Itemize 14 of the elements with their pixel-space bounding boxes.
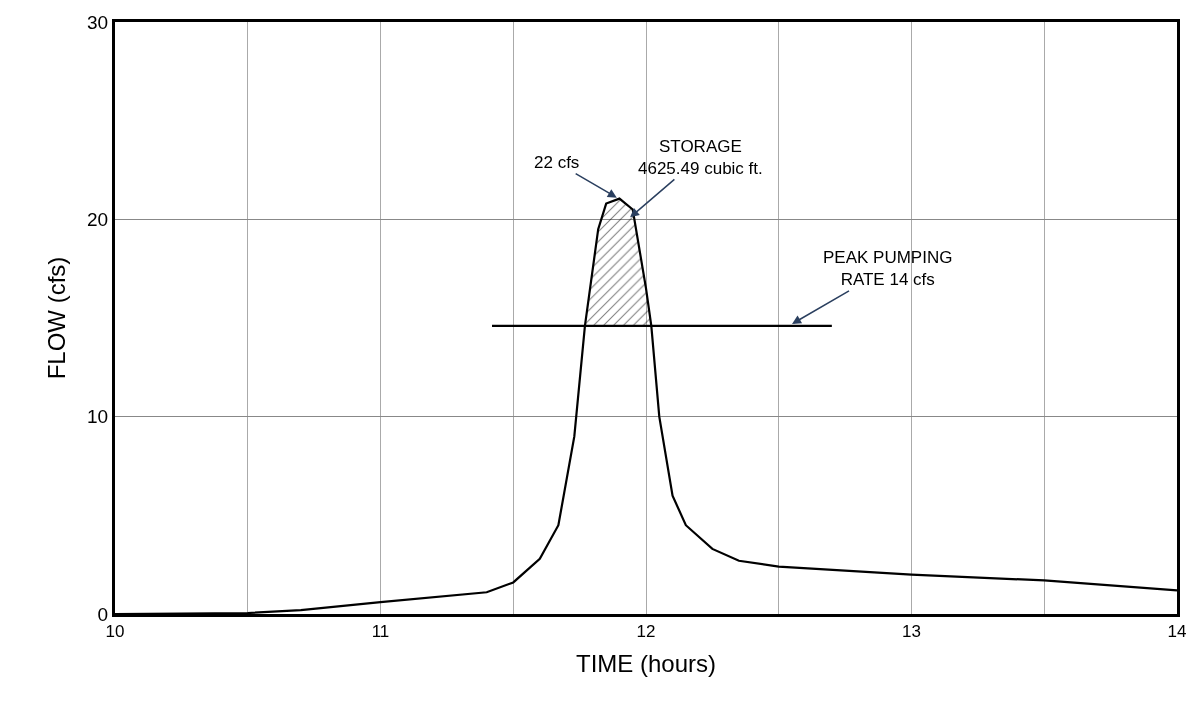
y-tick-label: 20 bbox=[87, 208, 109, 230]
x-tick-label: 13 bbox=[902, 622, 921, 642]
y-tick-label: 0 bbox=[97, 603, 109, 625]
x-axis-title: TIME (hours) bbox=[575, 649, 717, 677]
x-tick-label: 10 bbox=[105, 622, 125, 642]
x-tick-label: 14 bbox=[1167, 622, 1187, 642]
y-axis-title: FLOW (cfs) bbox=[43, 256, 71, 380]
y-tick-label: 10 bbox=[87, 406, 109, 428]
y-tick-label: 30 bbox=[87, 11, 109, 33]
annotation: STORAGE 4625.49 cubic ft. bbox=[638, 137, 763, 179]
annotation: PEAK PUMPING RATE 14 cfs bbox=[823, 248, 953, 290]
x-tick-label: 11 bbox=[371, 622, 390, 642]
x-tick-label: 12 bbox=[636, 622, 656, 642]
annotation: 22 cfs bbox=[534, 153, 580, 172]
